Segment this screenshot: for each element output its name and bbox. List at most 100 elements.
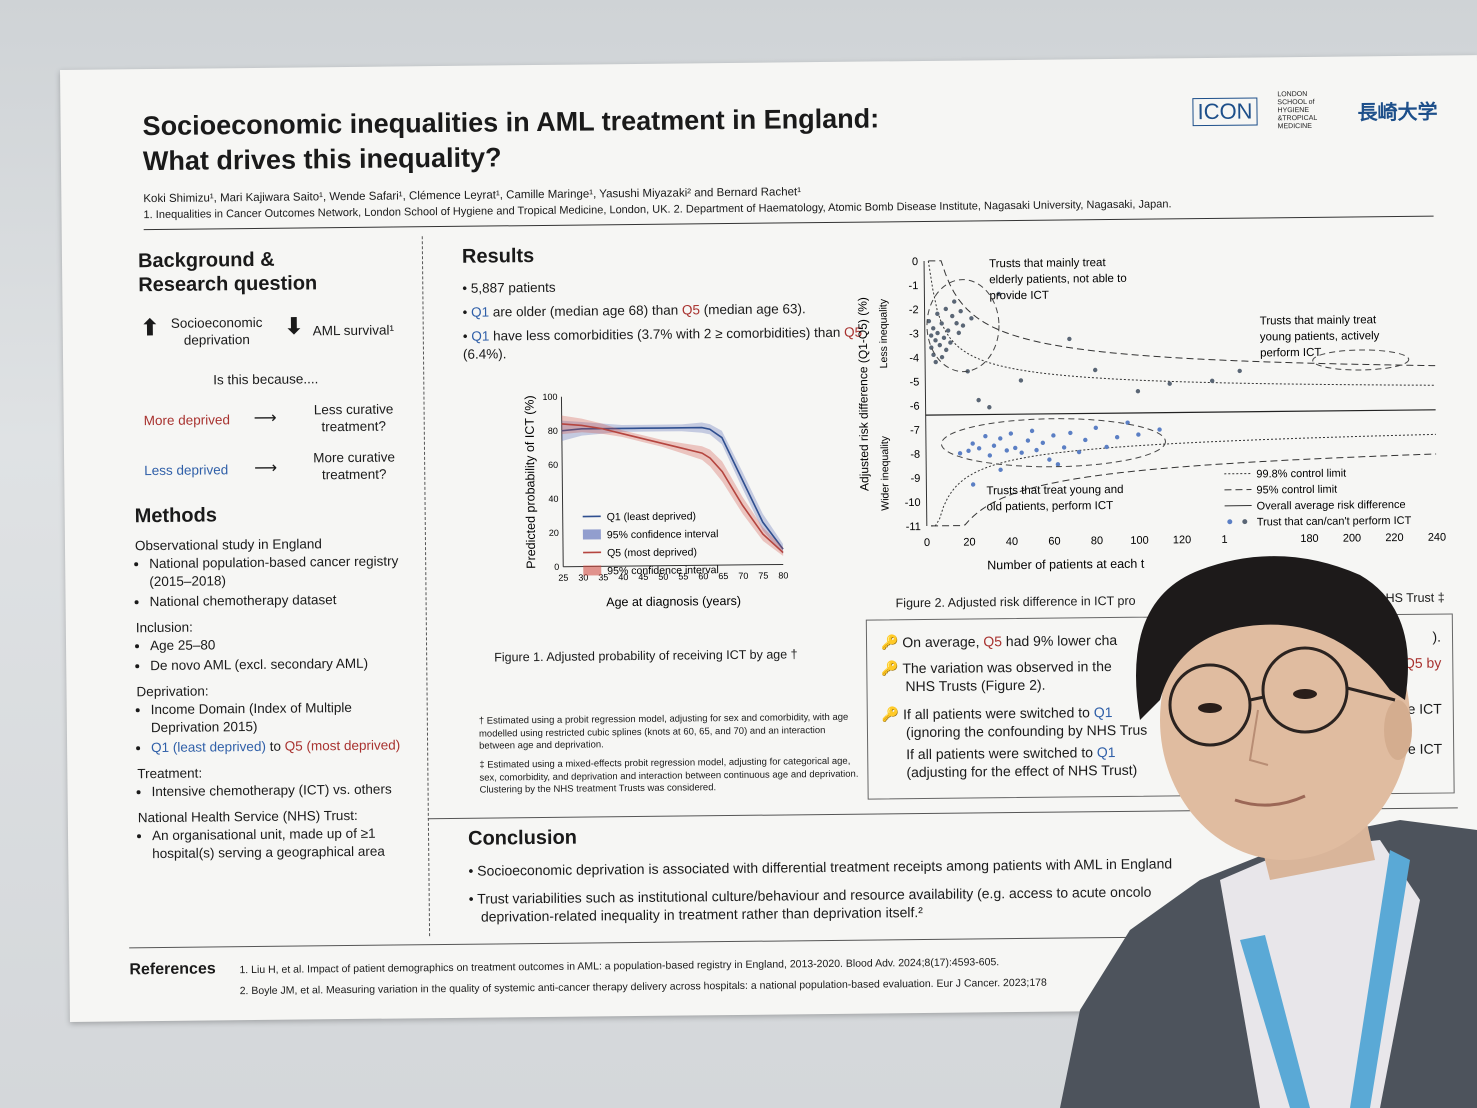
y-tick-label: 60: [548, 460, 558, 470]
background-heading-line1: Background &: [137, 248, 275, 273]
x-axis-label: Number of patients at each t: [987, 557, 1145, 573]
conclusion-item-1: • Socioeconomic deprivation is associate…: [468, 855, 1173, 879]
data-point: [1209, 378, 1215, 384]
x-tick-label: 45: [638, 572, 648, 582]
data-point: [1135, 389, 1141, 394]
finding-text: The variation was observed in the: [902, 658, 1112, 677]
less-deprived-label: Less deprived: [144, 462, 229, 479]
data-point: [929, 345, 934, 350]
q5-label: Q5: [681, 302, 701, 318]
annotation-text: Trusts that mainly treat: [989, 257, 1106, 270]
legend-label: 95% control limit: [1256, 484, 1337, 497]
data-point: [987, 453, 993, 458]
data-point: [1167, 381, 1172, 386]
x-tick-label: 30: [578, 572, 588, 582]
key-icon: 🔑: [881, 660, 903, 677]
control-limit-lower: [931, 433, 1436, 527]
references-divider: [129, 933, 1460, 949]
q1-label: Q1: [470, 304, 490, 320]
y-tick-label: -1: [908, 280, 918, 292]
x-tick-label: 25: [558, 573, 568, 583]
x-tick-label: 0: [924, 537, 930, 549]
data-point: [948, 340, 953, 345]
q5-label: Q5: [983, 633, 1003, 650]
data-point: [996, 291, 1001, 297]
key-icon: 🔑: [880, 634, 903, 651]
x-tick-label: 80: [1091, 535, 1103, 547]
figure1-chart: 25 30 35 40 45 50 55 60 65 70 75 80 0 20 40 60 80 100 Age …: [522, 392, 788, 610]
x-axis-label: Age at diagnosis (years): [606, 594, 741, 609]
data-point: [1008, 431, 1014, 436]
annotation-text: Trusts that treat young and: [986, 484, 1123, 497]
data-point: [929, 333, 934, 338]
data-point: [1034, 447, 1039, 453]
y-tick-label: -5: [909, 376, 919, 388]
data-point: [991, 443, 997, 448]
data-point: [1068, 430, 1073, 436]
control-limit-lower: [931, 453, 1437, 527]
data-point: [935, 330, 940, 336]
series-line-2: [561, 423, 784, 554]
control-limit-upper: [927, 260, 1436, 386]
background-heading-line2: Research question: [138, 272, 318, 297]
list-item: An organisational unit, made up of ≥1 ho…: [152, 824, 408, 863]
x-tick-label: 60: [1048, 536, 1060, 548]
references-heading: References: [129, 960, 216, 979]
arrow-up-icon: ⬆: [140, 314, 160, 341]
deprivation-list: Income Domain (Index of Multiple Depriva…: [137, 698, 408, 757]
legend-label: 99.8% control limit: [1256, 468, 1346, 481]
data-point: [998, 467, 1003, 472]
y-tick-label: -8: [910, 449, 920, 461]
legend-label: Q1 (least deprived): [607, 510, 696, 523]
finding-text: On average,: [902, 633, 984, 651]
data-point: [957, 451, 963, 456]
finding-text-end: Q5 by: [1403, 654, 1442, 671]
y-axis: [560, 396, 564, 567]
x-tick-label: 55: [678, 571, 688, 581]
conclusion-text: Socioeconomic deprivation is associated …: [477, 855, 1173, 879]
legend-label: Overall average risk difference: [1257, 499, 1406, 513]
q1-label: Q1 (least deprived): [151, 738, 266, 756]
control-limit-upper: [928, 260, 1436, 367]
background-heading: Background & Research question: [138, 247, 317, 297]
y-axis-sublabel-top: Less inequality: [877, 298, 890, 368]
y-tick-label: -11: [906, 521, 921, 533]
data-point: [935, 311, 940, 317]
list-item: Q1 (least deprived) to Q5 (most deprived…: [151, 736, 407, 757]
finding-text: had 9% lower cha: [1001, 631, 1118, 650]
logo-bar: ICON LONDON SCHOOL of HYGIENE &TROPICAL …: [1192, 90, 1438, 133]
result-bullet-3: • Q1 have less comorbidities (3.7% with …: [462, 324, 863, 362]
y-axis-label: Adjusted risk difference (Q1-Q5) (%): [855, 297, 871, 491]
x-tick-label: 70: [738, 571, 748, 581]
cluster-ellipse: [1312, 349, 1410, 371]
legend-label: Q5 (most deprived): [607, 546, 697, 559]
data-point: [1083, 437, 1088, 443]
y-tick-label: 40: [548, 494, 558, 504]
x-tick-label: 60: [698, 571, 708, 581]
data-point: [1040, 440, 1046, 446]
legend-swatch: [582, 529, 601, 540]
data-point: [1237, 368, 1242, 374]
x-tick-label: 40: [1006, 536, 1018, 548]
result-text: (6.4%).: [462, 346, 507, 362]
figure2-caption-end: HS Trust ‡: [1385, 590, 1445, 606]
conclusion-divider: [427, 807, 1458, 820]
title-line-2: What drives this inequality?: [142, 142, 502, 177]
data-point: [950, 313, 955, 319]
references-list: 1. Liu H, et al. Impact of patient demog…: [239, 949, 1339, 1003]
x-tick-label: 180: [1300, 533, 1318, 545]
y-axis-sublabel-bottom: Wider inequality: [879, 435, 892, 511]
data-point: [1047, 457, 1052, 462]
result-bullet-1: • 5,887 patients: [462, 279, 556, 296]
x-tick-label: 80: [778, 570, 788, 580]
y-tick-label: 80: [548, 426, 558, 436]
poster-title: Socioeconomic inequalities in AML treatm…: [142, 101, 879, 179]
data-point: [960, 323, 966, 328]
x-tick-label: 1: [1221, 534, 1227, 546]
x-tick-label: 120: [1173, 534, 1191, 546]
x-tick-label: 65: [718, 571, 728, 581]
conclusion-item-2: • Trust variabilities such as institutio…: [469, 880, 1449, 926]
results-bullets: • 5,887 patients • Q1 are older (median …: [462, 276, 863, 364]
conclusion-body: • Socioeconomic deprivation is associate…: [468, 852, 1449, 926]
ci-band-2: [561, 415, 784, 556]
